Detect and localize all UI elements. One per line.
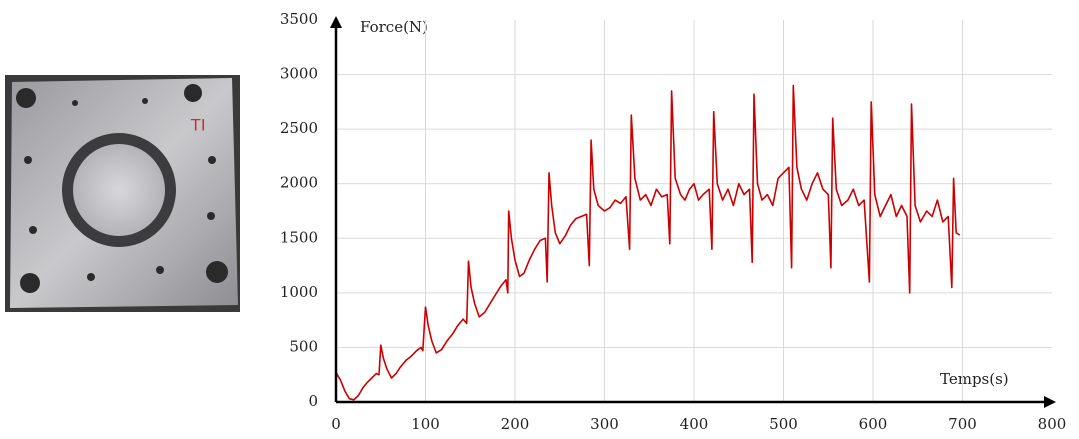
- y-tick-label: 2500: [280, 119, 318, 137]
- x-tick-label: 600: [859, 415, 888, 433]
- x-tick-label: 400: [680, 415, 709, 433]
- x-axis-arrow: [1044, 396, 1056, 408]
- photo-label: TI: [190, 115, 205, 134]
- y-axis-label: Force(N): [360, 18, 428, 36]
- x-tick-label: 0: [331, 415, 341, 433]
- x-axis-label: Temps(s): [940, 370, 1009, 388]
- x-tick-label: 200: [501, 415, 530, 433]
- x-tick-label: 300: [590, 415, 619, 433]
- y-tick-label: 1000: [280, 283, 318, 301]
- photo: TI: [5, 75, 240, 312]
- data-line: [335, 84, 961, 401]
- x-tick-label: 800: [1038, 415, 1067, 433]
- x-tick-label: 700: [948, 415, 977, 433]
- x-tick-label: 100: [411, 415, 440, 433]
- y-tick-label: 0: [308, 392, 318, 410]
- y-tick-label: 3500: [280, 10, 318, 28]
- x-tick-label: 500: [769, 415, 798, 433]
- y-axis-arrow: [330, 16, 342, 28]
- y-tick-label: 3000: [280, 65, 318, 83]
- y-tick-label: 500: [289, 337, 318, 355]
- y-tick-label: 2000: [280, 174, 318, 192]
- y-tick-label: 1500: [280, 228, 318, 246]
